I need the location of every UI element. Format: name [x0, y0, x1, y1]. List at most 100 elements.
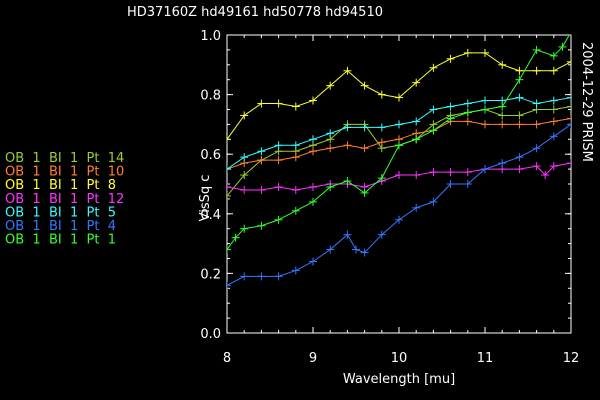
- data-point: [463, 99, 472, 108]
- data-point: [257, 272, 266, 281]
- data-point: [463, 117, 472, 126]
- data-point: [395, 171, 403, 180]
- series-line: [227, 123, 571, 286]
- data-point: [227, 182, 231, 191]
- y-tick-label: 0.8: [200, 89, 221, 104]
- legend-entry: OB 1 BI 1 Pt 12: [5, 192, 124, 207]
- data-point: [549, 66, 558, 75]
- data-point: [291, 141, 300, 150]
- legend-entry: OB 1 BI 1 Pt 5: [5, 205, 116, 220]
- data-point: [240, 224, 249, 233]
- data-point: [549, 105, 558, 114]
- data-point: [532, 66, 541, 75]
- data-point: [240, 111, 249, 120]
- data-point: [343, 123, 352, 132]
- data-point: [567, 93, 571, 102]
- data-point: [274, 156, 283, 165]
- data-point: [446, 168, 455, 177]
- data-point: [446, 114, 455, 123]
- x-tick-label: 12: [563, 351, 580, 366]
- data-point: [326, 182, 335, 191]
- data-point: [446, 102, 455, 111]
- data-point: [309, 96, 317, 105]
- legend-entry: OB 1 BI 1 Pt 10: [5, 165, 124, 180]
- data-point: [257, 221, 266, 230]
- legend-entry: OB 1 BI 1 Pt 14: [5, 151, 124, 166]
- data-point: [549, 162, 558, 171]
- series-5: [227, 93, 571, 174]
- data-point: [240, 185, 249, 194]
- data-point: [515, 111, 524, 120]
- data-point: [567, 159, 571, 168]
- data-point: [463, 48, 472, 57]
- data-point: [515, 153, 524, 162]
- y-tick-label: 0.6: [200, 148, 221, 163]
- data-point: [274, 182, 283, 191]
- legend-entry: OB 1 BI 1 Pt 4: [5, 219, 116, 234]
- data-point: [498, 102, 507, 111]
- data-point: [498, 60, 507, 69]
- data-point: [377, 230, 386, 239]
- data-point: [227, 191, 231, 200]
- data-point: [352, 245, 360, 254]
- data-point: [532, 120, 541, 129]
- data-point: [481, 105, 489, 114]
- data-point: [395, 120, 403, 129]
- x-axis-label: Wavelength [mu]: [343, 372, 455, 387]
- data-point: [360, 144, 369, 153]
- data-point: [240, 171, 249, 180]
- data-point: [429, 168, 438, 177]
- data-point: [532, 144, 541, 153]
- y-tick-label: 0.2: [200, 267, 221, 282]
- series-line: [227, 162, 571, 191]
- data-point: [541, 171, 550, 180]
- x-tick-label: 10: [391, 351, 408, 366]
- data-point: [463, 180, 472, 188]
- data-point: [481, 120, 489, 129]
- data-point: [532, 162, 541, 171]
- series-3: [227, 48, 571, 144]
- series-6: [227, 120, 571, 290]
- data-point: [412, 78, 421, 87]
- series-lines: [227, 35, 571, 290]
- data-point: [227, 245, 231, 254]
- data-point: [532, 99, 541, 108]
- data-point: [481, 96, 489, 105]
- y-tick-label: 1.0: [200, 29, 221, 44]
- data-point: [395, 93, 403, 102]
- data-point: [291, 185, 300, 194]
- x-tick-label: 9: [309, 351, 317, 366]
- data-point: [343, 141, 352, 150]
- data-point: [446, 180, 455, 188]
- series-7: [227, 35, 571, 254]
- data-point: [257, 156, 266, 165]
- side-date-label: 2004-12-29 PRISM: [579, 42, 594, 162]
- data-point: [343, 66, 352, 75]
- data-point: [429, 105, 438, 114]
- data-point: [309, 147, 317, 156]
- data-point: [515, 93, 524, 102]
- y-tick-label: 0.4: [200, 208, 221, 223]
- x-tick-label: 8: [223, 351, 231, 366]
- data-point: [567, 120, 571, 129]
- data-point: [481, 165, 489, 174]
- data-point: [429, 197, 438, 206]
- data-point: [567, 57, 571, 66]
- y-tick-label: 0.0: [200, 327, 221, 342]
- series-4: [227, 159, 571, 194]
- data-point: [227, 135, 231, 144]
- data-point: [360, 188, 369, 197]
- chart-title: HD37160Z hd49161 hd50778 hd94510: [127, 5, 383, 20]
- data-point: [429, 126, 438, 135]
- data-point: [227, 165, 231, 174]
- data-point: [481, 48, 489, 57]
- data-point: [429, 63, 438, 72]
- data-point: [498, 159, 507, 168]
- data-point: [257, 147, 266, 156]
- legend-entry: OB 1 BI 1 Pt 8: [5, 178, 116, 193]
- legend-entry: OB 1 BI 1 Pt 1: [5, 233, 116, 248]
- data-point: [515, 165, 524, 174]
- data-point: [446, 54, 455, 63]
